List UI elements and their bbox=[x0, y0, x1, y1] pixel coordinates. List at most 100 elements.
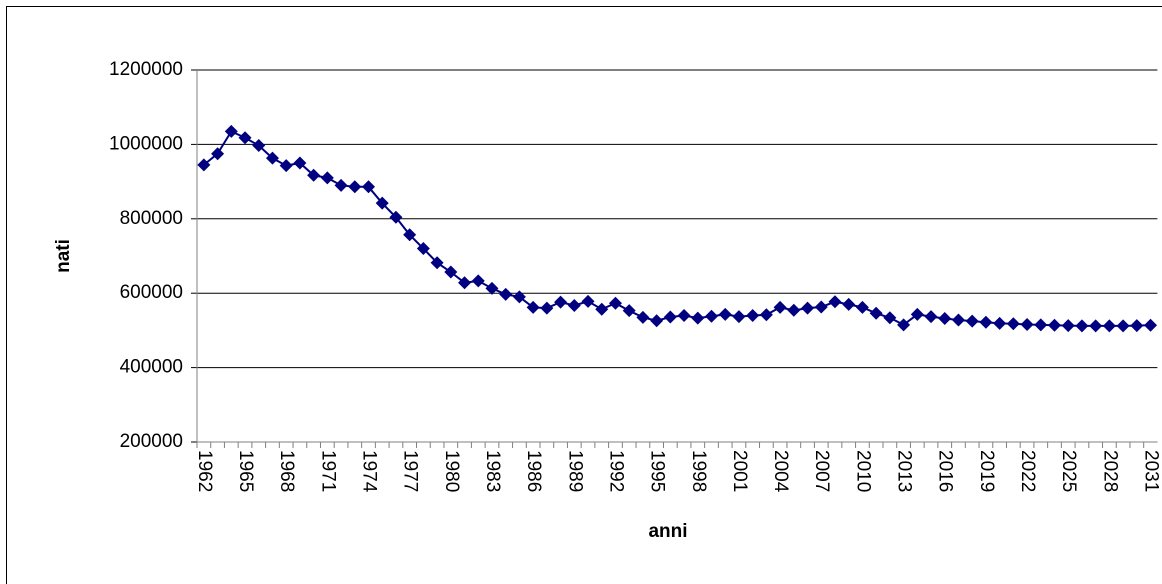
y-tick-label: 1000000 bbox=[109, 133, 183, 154]
x-tick-label: 2001 bbox=[729, 450, 750, 492]
point-marker bbox=[458, 276, 472, 290]
x-tick-label: 1971 bbox=[317, 450, 338, 492]
x-tick-label: 2019 bbox=[976, 450, 997, 492]
chart-border bbox=[6, 6, 1162, 584]
point-marker bbox=[979, 315, 993, 329]
point-marker bbox=[938, 311, 952, 325]
point-marker bbox=[375, 196, 389, 210]
x-tick-label: 1977 bbox=[400, 450, 421, 492]
point-marker bbox=[897, 318, 911, 332]
point-marker bbox=[334, 178, 348, 192]
x-tick-label: 2004 bbox=[770, 450, 791, 493]
point-marker bbox=[650, 314, 664, 328]
x-tick-label: 2007 bbox=[811, 450, 832, 492]
point-marker bbox=[910, 307, 924, 321]
x-tick-label: 1998 bbox=[688, 450, 709, 492]
x-tick-label: 2016 bbox=[935, 450, 956, 492]
point-marker bbox=[512, 290, 526, 304]
point-marker bbox=[718, 307, 732, 321]
point-marker bbox=[663, 310, 677, 324]
x-tick-label: 1968 bbox=[276, 450, 297, 492]
point-marker bbox=[828, 295, 842, 309]
point-marker bbox=[608, 296, 622, 310]
x-tick-label: 1974 bbox=[358, 450, 379, 493]
x-tick-label: 2031 bbox=[1141, 450, 1162, 492]
point-marker bbox=[293, 156, 307, 170]
point-marker bbox=[1034, 318, 1048, 332]
point-marker bbox=[595, 302, 609, 316]
point-marker bbox=[636, 310, 650, 324]
point-marker bbox=[951, 313, 965, 327]
point-marker bbox=[554, 295, 568, 309]
point-marker bbox=[787, 303, 801, 317]
y-tick-label: 1200000 bbox=[109, 59, 183, 80]
point-marker bbox=[403, 228, 417, 242]
point-marker bbox=[279, 159, 293, 173]
x-tick-label: 2028 bbox=[1099, 450, 1120, 492]
point-marker bbox=[362, 180, 375, 194]
point-marker bbox=[265, 151, 279, 165]
point-marker bbox=[211, 147, 225, 161]
x-tick-label: 1989 bbox=[564, 450, 585, 492]
point-marker bbox=[1048, 318, 1061, 332]
point-marker bbox=[389, 210, 403, 224]
point-marker bbox=[622, 304, 636, 318]
point-marker bbox=[842, 297, 856, 311]
point-marker bbox=[238, 131, 252, 145]
y-tick-label: 600000 bbox=[120, 282, 183, 303]
point-marker bbox=[307, 168, 321, 182]
x-tick-label: 1965 bbox=[235, 450, 256, 492]
point-marker bbox=[1006, 317, 1020, 331]
point-marker bbox=[224, 124, 238, 138]
point-marker bbox=[814, 300, 828, 314]
point-marker bbox=[869, 306, 883, 320]
point-marker bbox=[1061, 319, 1075, 333]
y-axis-title: nati bbox=[53, 239, 74, 273]
point-marker bbox=[252, 139, 266, 153]
point-marker bbox=[801, 301, 815, 315]
series-line bbox=[203, 130, 1151, 327]
x-tick-label: 1986 bbox=[523, 450, 544, 492]
point-marker bbox=[348, 180, 362, 194]
point-marker bbox=[416, 242, 430, 256]
point-marker bbox=[855, 300, 869, 314]
point-marker bbox=[1144, 318, 1158, 332]
x-tick-label: 2010 bbox=[852, 450, 873, 492]
point-marker bbox=[1130, 319, 1144, 333]
point-marker bbox=[773, 300, 787, 314]
x-tick-label: 2013 bbox=[894, 450, 915, 492]
point-marker bbox=[746, 309, 760, 323]
point-marker bbox=[320, 171, 334, 185]
point-marker bbox=[1116, 319, 1130, 333]
point-marker bbox=[485, 281, 499, 295]
point-marker bbox=[732, 310, 746, 324]
point-marker bbox=[965, 314, 979, 328]
point-marker bbox=[759, 308, 773, 322]
point-marker bbox=[499, 287, 513, 301]
point-marker bbox=[705, 309, 718, 323]
point-marker bbox=[526, 300, 540, 314]
point-marker bbox=[924, 310, 938, 324]
y-tick-label: 400000 bbox=[120, 357, 183, 378]
x-tick-label: 1983 bbox=[482, 450, 503, 492]
point-marker bbox=[471, 274, 485, 288]
point-marker bbox=[1075, 319, 1089, 333]
point-marker bbox=[883, 311, 897, 325]
point-marker bbox=[581, 294, 595, 308]
point-marker bbox=[691, 311, 705, 325]
x-tick-label: 1980 bbox=[441, 450, 462, 492]
y-tick-label: 200000 bbox=[120, 431, 183, 452]
x-tick-label: 1992 bbox=[605, 450, 626, 492]
x-tick-label: 2022 bbox=[1017, 450, 1038, 492]
x-axis-title: anni bbox=[648, 521, 687, 542]
x-tick-label: 1962 bbox=[194, 450, 215, 492]
point-marker bbox=[1102, 319, 1116, 333]
point-marker bbox=[430, 256, 444, 270]
point-marker bbox=[677, 309, 691, 323]
x-tick-label: 2025 bbox=[1058, 450, 1079, 492]
point-marker bbox=[197, 158, 211, 172]
y-tick-label: 800000 bbox=[120, 208, 183, 229]
x-tick-label: 1995 bbox=[647, 450, 668, 492]
point-marker bbox=[444, 265, 458, 279]
